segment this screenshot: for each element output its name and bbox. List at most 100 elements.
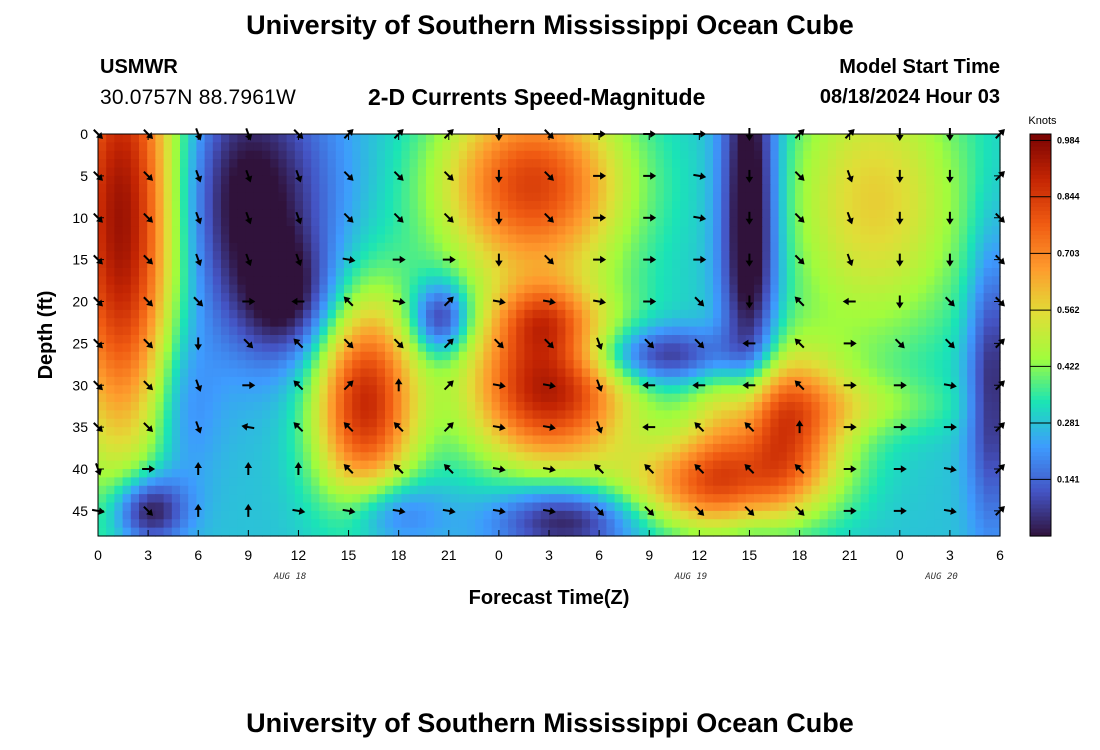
- heatmap-cell: [212, 175, 222, 185]
- heatmap-cell: [827, 427, 837, 437]
- heatmap-cell: [385, 309, 394, 319]
- heatmap-cell: [294, 134, 304, 143]
- heatmap-cell: [745, 427, 755, 437]
- heatmap-cell: [311, 201, 320, 210]
- heatmap-cell: [573, 385, 583, 395]
- heatmap-cell: [147, 150, 156, 160]
- heatmap-cell: [942, 242, 952, 252]
- heatmap-cell: [852, 393, 862, 403]
- heatmap-cell: [130, 301, 140, 311]
- heatmap-cell: [417, 460, 427, 470]
- heatmap-cell: [877, 418, 886, 428]
- heatmap-cell: [450, 494, 460, 504]
- heatmap-cell: [672, 351, 681, 361]
- heatmap-cell: [368, 510, 378, 520]
- heatmap-cell: [639, 326, 648, 336]
- heatmap-cell: [991, 276, 1001, 286]
- heatmap-cell: [360, 494, 370, 504]
- heatmap-cell: [967, 351, 976, 361]
- heatmap-cell: [532, 485, 542, 495]
- heatmap-cell: [909, 284, 919, 294]
- heatmap-cell: [721, 226, 730, 236]
- heatmap-cell: [639, 410, 648, 420]
- heatmap-cell: [622, 368, 632, 378]
- heatmap-cell: [827, 343, 837, 353]
- heatmap-cell: [491, 268, 501, 277]
- heatmap-cell: [622, 494, 632, 504]
- heatmap-cell: [524, 276, 534, 286]
- heatmap-cell: [475, 477, 484, 487]
- heatmap-cell: [901, 192, 911, 202]
- heatmap-cell: [918, 469, 927, 478]
- heatmap-cell: [540, 402, 550, 411]
- heatmap-cell: [721, 335, 730, 344]
- heatmap-cell: [434, 251, 443, 261]
- heatmap-cell: [622, 293, 632, 303]
- heatmap-cell: [606, 293, 616, 303]
- heatmap-cell: [516, 217, 525, 227]
- heatmap-cell: [434, 393, 443, 403]
- heatmap-cell: [631, 259, 640, 269]
- heatmap-cell: [803, 410, 812, 420]
- heatmap-cell: [622, 418, 632, 428]
- heatmap-cell: [672, 326, 681, 336]
- heatmap-cell: [171, 167, 181, 177]
- heatmap-cell: [385, 167, 394, 177]
- heatmap-cell: [655, 192, 665, 202]
- heatmap-cell: [803, 402, 812, 411]
- heatmap-cell: [934, 167, 944, 177]
- heatmap-cell: [155, 326, 165, 336]
- heatmap-cell: [909, 175, 919, 185]
- heatmap-cell: [704, 293, 714, 303]
- heatmap-cell: [196, 402, 206, 411]
- heatmap-cell: [893, 175, 903, 185]
- heatmap-cell: [286, 201, 296, 210]
- heatmap-cell: [98, 502, 107, 512]
- heatmap-cell: [212, 326, 222, 336]
- heatmap-cell: [344, 360, 353, 370]
- heatmap-cell: [762, 385, 771, 395]
- heatmap-cell: [778, 167, 788, 177]
- heatmap-cell: [672, 293, 681, 303]
- heatmap-cell: [171, 393, 181, 403]
- heatmap-cell: [647, 251, 657, 261]
- heatmap-cell: [614, 393, 624, 403]
- heatmap-cell: [237, 410, 247, 420]
- heatmap-cell: [475, 226, 484, 236]
- heatmap-cell: [745, 276, 755, 286]
- heatmap-cell: [770, 259, 780, 269]
- heatmap-cell: [918, 226, 927, 236]
- heatmap-cell: [877, 360, 886, 370]
- heatmap-cell: [434, 385, 443, 395]
- heatmap-cell: [319, 284, 329, 294]
- heatmap-cell: [860, 150, 870, 160]
- heatmap-cell: [475, 318, 484, 328]
- heatmap-cell: [950, 175, 960, 185]
- heatmap-cell: [745, 452, 755, 462]
- heatmap-cell: [294, 150, 304, 160]
- heatmap-cell: [991, 494, 1001, 504]
- heatmap-cell: [368, 167, 378, 177]
- heatmap-cell: [762, 226, 771, 236]
- heatmap-cell: [229, 443, 238, 453]
- heatmap-cell: [721, 368, 730, 378]
- heatmap-cell: [417, 326, 427, 336]
- heatmap-cell: [573, 134, 583, 143]
- heatmap-cell: [491, 427, 501, 437]
- heatmap-cell: [344, 226, 353, 236]
- heatmap-cell: [237, 502, 247, 512]
- heatmap-cell: [475, 234, 484, 244]
- heatmap-cell: [360, 343, 370, 353]
- heatmap-cell: [557, 435, 566, 445]
- heatmap-cell: [639, 418, 648, 428]
- heatmap-cell: [680, 485, 689, 495]
- heatmap-cell: [680, 335, 689, 344]
- heatmap-cell: [237, 142, 247, 152]
- heatmap-cell: [376, 477, 386, 487]
- heatmap-cell: [524, 242, 534, 252]
- heatmap-cell: [844, 469, 853, 478]
- heatmap-cell: [868, 385, 878, 395]
- heatmap-cell: [614, 268, 624, 277]
- heatmap-cell: [639, 142, 648, 152]
- heatmap-cell: [319, 402, 329, 411]
